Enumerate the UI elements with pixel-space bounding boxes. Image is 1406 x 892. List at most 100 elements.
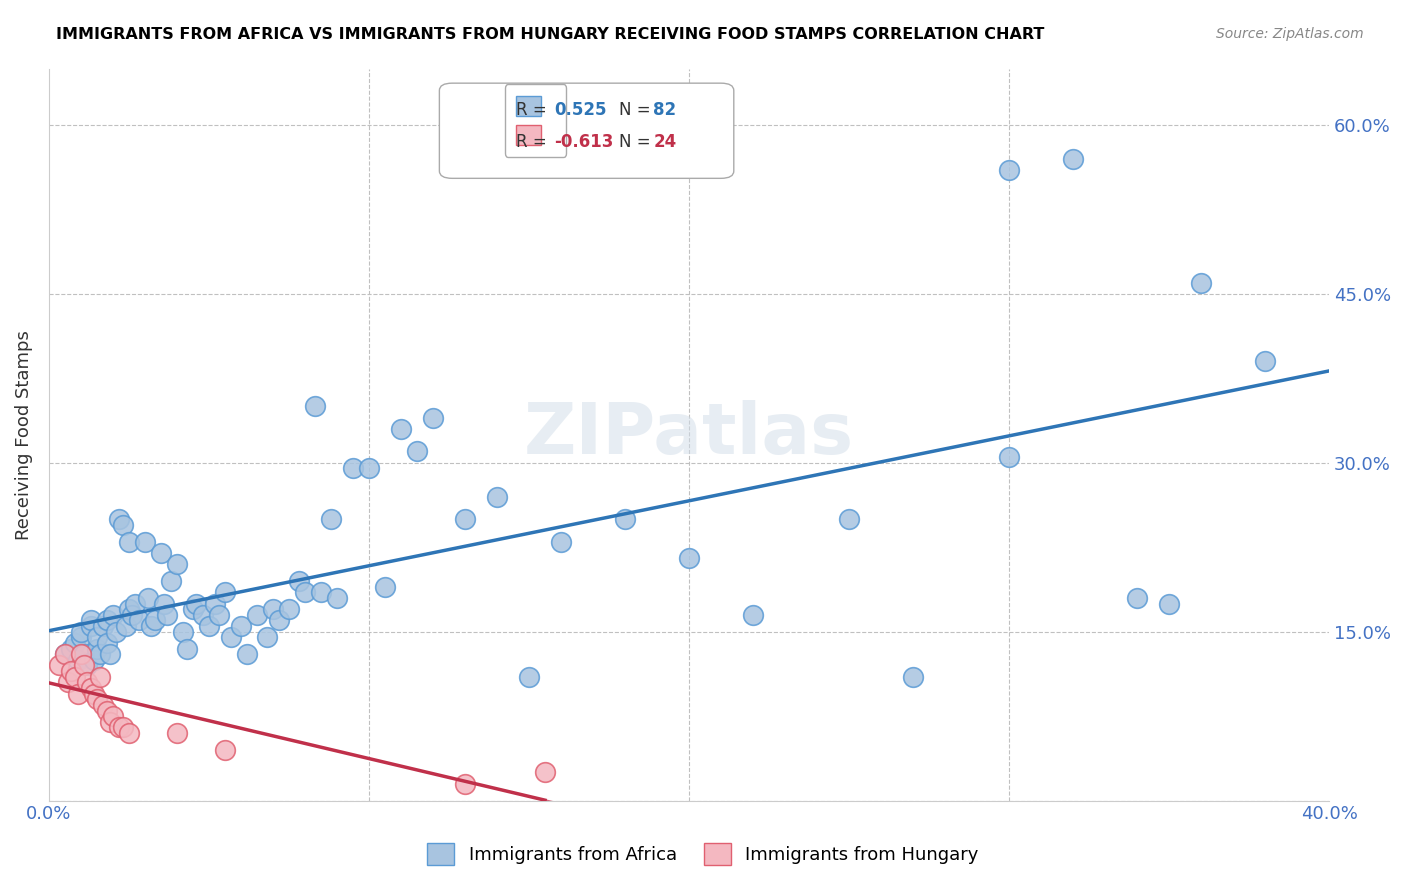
Text: R =: R = xyxy=(516,102,547,120)
Point xyxy=(374,580,396,594)
Point xyxy=(134,534,156,549)
Point xyxy=(742,607,765,622)
Point xyxy=(207,607,229,622)
Point xyxy=(70,630,93,644)
Point xyxy=(156,607,179,622)
Point xyxy=(319,512,342,526)
FancyBboxPatch shape xyxy=(440,83,734,178)
Point xyxy=(98,647,121,661)
Point xyxy=(246,607,269,622)
Point xyxy=(262,602,284,616)
Point xyxy=(48,658,70,673)
Point xyxy=(454,777,477,791)
Point xyxy=(124,597,146,611)
Point xyxy=(89,670,111,684)
Point xyxy=(89,647,111,661)
Point xyxy=(214,585,236,599)
Point xyxy=(998,450,1021,464)
Point xyxy=(406,444,429,458)
Point xyxy=(128,614,150,628)
Point xyxy=(76,675,98,690)
Point xyxy=(287,574,309,588)
Text: 82: 82 xyxy=(654,102,676,120)
Text: IMMIGRANTS FROM AFRICA VS IMMIGRANTS FROM HUNGARY RECEIVING FOOD STAMPS CORRELAT: IMMIGRANTS FROM AFRICA VS IMMIGRANTS FRO… xyxy=(56,27,1045,42)
Point xyxy=(79,619,101,633)
Point xyxy=(98,714,121,729)
Text: R =: R = xyxy=(516,133,547,151)
Point xyxy=(83,653,105,667)
Point xyxy=(66,653,89,667)
Point xyxy=(76,658,98,673)
Point xyxy=(114,619,136,633)
Point xyxy=(256,630,278,644)
Point xyxy=(517,670,540,684)
Point xyxy=(342,461,364,475)
Point xyxy=(176,641,198,656)
Point xyxy=(60,664,83,678)
Point xyxy=(998,162,1021,177)
Point xyxy=(214,743,236,757)
Point xyxy=(83,687,105,701)
Point xyxy=(149,546,172,560)
Point xyxy=(66,687,89,701)
Point xyxy=(901,670,924,684)
Point xyxy=(278,602,301,616)
Point xyxy=(101,709,124,723)
Point xyxy=(108,720,131,734)
Point xyxy=(141,619,163,633)
Point xyxy=(1062,152,1084,166)
Point xyxy=(186,597,208,611)
Point xyxy=(96,636,118,650)
Point xyxy=(136,591,159,605)
Point xyxy=(93,698,115,712)
Point xyxy=(838,512,860,526)
Point xyxy=(357,461,380,475)
Point xyxy=(454,512,477,526)
Point xyxy=(1189,276,1212,290)
Point xyxy=(229,619,252,633)
Point xyxy=(143,614,166,628)
Point xyxy=(118,534,141,549)
Legend: , : , xyxy=(505,84,567,156)
Point xyxy=(73,658,96,673)
Point xyxy=(96,614,118,628)
Point xyxy=(111,720,134,734)
Text: N =: N = xyxy=(619,133,650,151)
Point xyxy=(63,670,86,684)
Point xyxy=(422,410,444,425)
Point xyxy=(105,624,128,639)
Point xyxy=(1126,591,1149,605)
Point xyxy=(172,624,194,639)
Point xyxy=(678,551,700,566)
Point xyxy=(108,512,131,526)
Point xyxy=(236,647,259,661)
Text: -0.613: -0.613 xyxy=(554,133,614,151)
Point xyxy=(159,574,181,588)
Point xyxy=(1254,354,1277,368)
Point xyxy=(181,602,204,616)
Point xyxy=(269,614,291,628)
Text: N =: N = xyxy=(619,102,650,120)
Point xyxy=(79,614,101,628)
Point xyxy=(198,619,221,633)
Point xyxy=(70,624,93,639)
Point xyxy=(86,641,108,656)
Point xyxy=(309,585,332,599)
Point xyxy=(118,602,141,616)
Point xyxy=(63,636,86,650)
Point xyxy=(614,512,637,526)
Text: Source: ZipAtlas.com: Source: ZipAtlas.com xyxy=(1216,27,1364,41)
Point xyxy=(53,647,76,661)
Text: 0.525: 0.525 xyxy=(554,102,607,120)
Point xyxy=(191,607,214,622)
Point xyxy=(389,422,412,436)
Point xyxy=(53,647,76,661)
Point xyxy=(166,726,188,740)
Point xyxy=(534,765,557,780)
Point xyxy=(101,607,124,622)
Point xyxy=(86,692,108,706)
Point xyxy=(326,591,349,605)
Legend: Immigrants from Africa, Immigrants from Hungary: Immigrants from Africa, Immigrants from … xyxy=(418,834,988,874)
Point xyxy=(118,726,141,740)
Y-axis label: Receiving Food Stamps: Receiving Food Stamps xyxy=(15,330,32,540)
